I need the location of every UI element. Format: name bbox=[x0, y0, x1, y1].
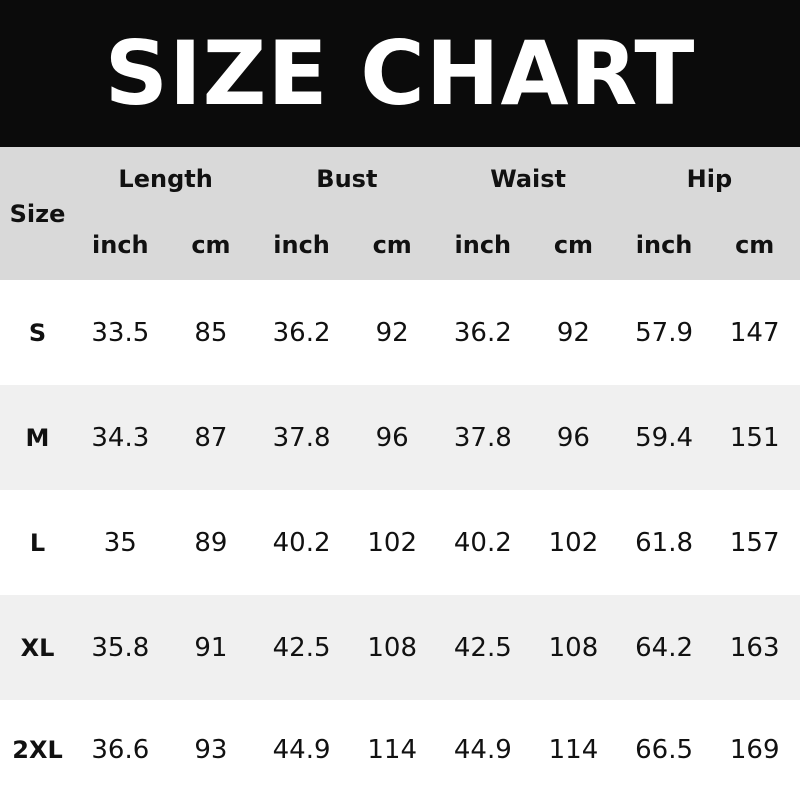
value-cell: 36.6 bbox=[91, 735, 150, 765]
size-cell: M bbox=[25, 423, 50, 452]
table-row: M 34.3 87 37.8 96 37.8 96 59.4 151 bbox=[0, 385, 800, 490]
value-cell: 44.9 bbox=[272, 735, 331, 765]
value-cell: 40.2 bbox=[453, 527, 512, 558]
unit-header: inch bbox=[454, 231, 512, 259]
value-cell: 59.4 bbox=[635, 422, 693, 453]
table-body: S 33.5 85 36.2 92 36.2 92 57.9 147 M 34.3 87 37.8 96 3… bbox=[0, 280, 800, 800]
value-cell: 44.9 bbox=[453, 735, 512, 765]
value-cell: 91 bbox=[194, 632, 228, 663]
value-cell: 114 bbox=[548, 735, 599, 765]
unit-headers: inch cm inch cm inch cm inch cm bbox=[75, 231, 800, 259]
value-cell: 61.8 bbox=[635, 527, 693, 558]
value-cell: 87 bbox=[194, 422, 228, 453]
value-cell: 36.2 bbox=[453, 317, 512, 348]
unit-header: cm bbox=[372, 231, 412, 259]
unit-header: inch bbox=[635, 231, 693, 259]
size-cell: L bbox=[29, 528, 46, 557]
table-row: L 35 89 40.2 102 40.2 102 61.8 157 bbox=[0, 490, 800, 595]
value-cell: 108 bbox=[367, 632, 417, 663]
value-cell: 42.5 bbox=[453, 632, 512, 663]
value-cell: 108 bbox=[548, 632, 599, 663]
value-cell: 169 bbox=[729, 735, 780, 765]
value-cell: 36.2 bbox=[272, 317, 331, 348]
unit-header: inch bbox=[92, 231, 149, 259]
value-cell: 96 bbox=[375, 422, 409, 453]
value-cell: 163 bbox=[729, 632, 780, 663]
group-header-bust: Bust bbox=[316, 165, 378, 193]
value-cell: 92 bbox=[556, 317, 590, 348]
unit-header: cm bbox=[735, 231, 775, 259]
unit-header: cm bbox=[191, 231, 231, 259]
page-title: SIZE CHART bbox=[104, 22, 696, 125]
value-cell: 33.5 bbox=[91, 317, 150, 348]
group-header-length: Length bbox=[118, 165, 213, 193]
value-cell: 93 bbox=[194, 735, 228, 765]
table-row: S 33.5 85 36.2 92 36.2 92 57.9 147 bbox=[0, 280, 800, 385]
size-column-header: Size bbox=[9, 199, 66, 228]
value-cell: 40.2 bbox=[272, 527, 331, 558]
value-cell: 102 bbox=[548, 527, 599, 558]
value-cell: 37.8 bbox=[453, 422, 512, 453]
value-cell: 85 bbox=[194, 317, 228, 348]
group-header-waist: Waist bbox=[490, 165, 567, 193]
value-cell: 151 bbox=[729, 422, 780, 453]
value-cell: 102 bbox=[367, 527, 417, 558]
value-cell: 96 bbox=[556, 422, 590, 453]
value-cell: 66.5 bbox=[635, 735, 693, 765]
size-cell: S bbox=[28, 318, 47, 347]
size-cell: XL bbox=[20, 633, 55, 662]
value-cell: 57.9 bbox=[635, 317, 693, 348]
unit-header: cm bbox=[553, 231, 594, 259]
value-cell: 64.2 bbox=[635, 632, 693, 663]
value-cell: 89 bbox=[194, 527, 228, 558]
value-cell: 34.3 bbox=[91, 422, 150, 453]
value-cell: 92 bbox=[375, 317, 409, 348]
value-cell: 35 bbox=[103, 527, 137, 558]
title-banner: SIZE CHART bbox=[0, 0, 800, 147]
table-row: XL 35.8 91 42.5 108 42.5 108 64.2 163 bbox=[0, 595, 800, 700]
table-header: Size Length Bust Waist Hip inch cm inch … bbox=[0, 147, 800, 280]
size-cell: 2XL bbox=[12, 736, 63, 764]
measurement-groups: Length Bust Waist Hip bbox=[75, 165, 800, 193]
value-cell: 114 bbox=[367, 735, 417, 765]
value-cell: 35.8 bbox=[91, 632, 150, 663]
value-cell: 42.5 bbox=[272, 632, 331, 663]
value-cell: 147 bbox=[729, 317, 780, 348]
unit-header: inch bbox=[273, 231, 330, 259]
group-header-hip: Hip bbox=[686, 165, 733, 193]
value-cell: 37.8 bbox=[272, 422, 331, 453]
table-row: 2XL 36.6 93 44.9 114 44.9 114 66.5 169 bbox=[0, 700, 800, 800]
value-cell: 157 bbox=[729, 527, 780, 558]
